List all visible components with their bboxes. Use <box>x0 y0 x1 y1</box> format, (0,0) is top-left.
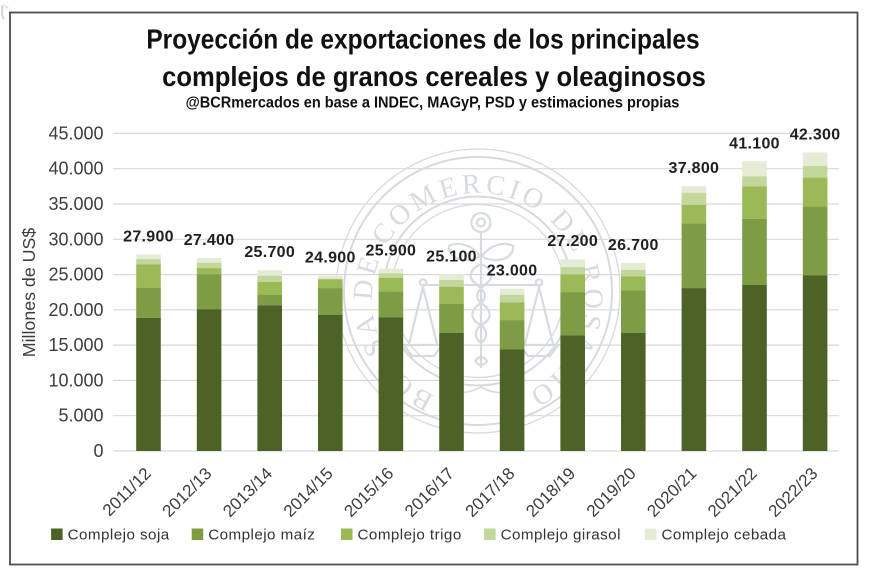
svg-text:10.000: 10.000 <box>48 370 103 390</box>
svg-text:0: 0 <box>93 441 103 461</box>
svg-text:27.200: 27.200 <box>547 233 598 250</box>
svg-text:Complejo girasol: Complejo girasol <box>501 526 621 543</box>
svg-text:Proyección de exportaciones de: Proyección de exportaciones de los princ… <box>146 23 699 55</box>
svg-text:Complejo cebada: Complejo cebada <box>662 526 787 543</box>
svg-text:27.400: 27.400 <box>184 232 235 249</box>
svg-text:Complejo maíz: Complejo maíz <box>208 526 315 543</box>
svg-text:24.900: 24.900 <box>305 250 356 267</box>
svg-text:Millones de US$: Millones de US$ <box>19 228 39 358</box>
svg-text:30.000: 30.000 <box>48 229 103 249</box>
svg-text:35.000: 35.000 <box>48 194 103 214</box>
svg-text:5.000: 5.000 <box>58 406 103 426</box>
svg-text:complejos de granos cereales y: complejos de granos cereales y oleaginos… <box>162 61 706 92</box>
svg-text:45.000: 45.000 <box>48 123 103 143</box>
svg-text:23.000: 23.000 <box>487 263 538 280</box>
svg-text:Complejo soja: Complejo soja <box>68 526 170 543</box>
svg-text:37.800: 37.800 <box>669 160 720 177</box>
svg-text:25.700: 25.700 <box>244 244 295 261</box>
svg-text:41.100: 41.100 <box>729 135 780 152</box>
svg-text:25.900: 25.900 <box>366 243 417 260</box>
svg-text:42.300: 42.300 <box>790 126 841 143</box>
svg-text:Complejo trigo: Complejo trigo <box>358 526 462 543</box>
svg-text:26.700: 26.700 <box>608 237 659 254</box>
svg-text:@BCRmercados en base a INDEC,: @BCRmercados en base a INDEC, MAGyP, PSD… <box>186 94 680 112</box>
svg-text:15.000: 15.000 <box>48 335 103 355</box>
svg-text:25.100: 25.100 <box>426 248 477 265</box>
svg-text:27.900: 27.900 <box>123 229 174 246</box>
svg-text:20.000: 20.000 <box>48 300 103 320</box>
svg-text:40.000: 40.000 <box>48 159 103 179</box>
svg-text:25.000: 25.000 <box>48 265 103 285</box>
